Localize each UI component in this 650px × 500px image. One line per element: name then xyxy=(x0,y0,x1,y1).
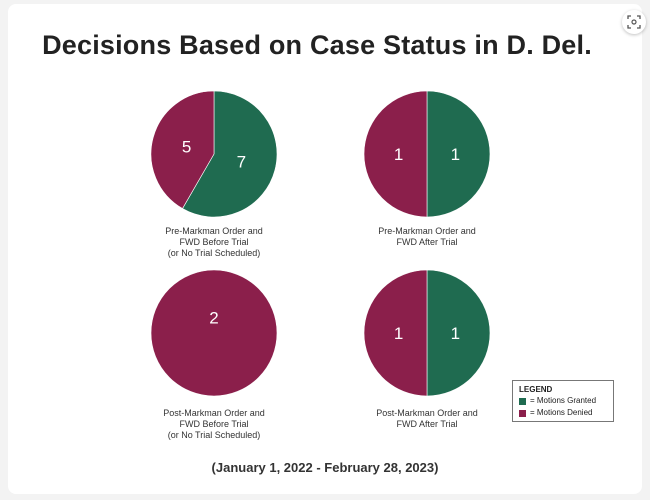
legend-item-denied: = Motions Denied xyxy=(519,407,607,419)
legend-label-granted: = Motions Granted xyxy=(530,396,597,405)
legend: LEGEND = Motions Granted = Motions Denie… xyxy=(512,380,614,422)
zoom-icon xyxy=(627,15,641,29)
pie-value-label-pre-markman-after-trial-denied: 1 xyxy=(394,145,403,164)
pie-caption-post-markman-after-trial: Post-Markman Order and FWD After Trial xyxy=(376,408,478,429)
pie-slice-pre-markman-before-trial-denied xyxy=(150,90,215,209)
pie-caption-pre-markman-before-trial: Pre-Markman Order and FWD Before Trial (… xyxy=(165,226,263,258)
zoom-button[interactable] xyxy=(622,10,646,34)
pie-value-label-post-markman-after-trial-granted: 1 xyxy=(451,324,460,343)
legend-title: LEGEND xyxy=(519,385,553,394)
chart-title: Decisions Based on Case Status in D. Del… xyxy=(42,30,592,60)
pie-value-label-pre-markman-before-trial-denied: 5 xyxy=(182,138,191,157)
pie-slice-pre-markman-before-trial-granted xyxy=(182,90,278,218)
pie-caption-post-markman-before-trial: Post-Markman Order and FWD Before Trial … xyxy=(163,408,265,440)
pie-slice-pre-markman-after-trial-granted xyxy=(426,90,491,218)
pie-slice-post-markman-after-trial-granted xyxy=(426,269,491,397)
date-range: (January 1, 2022 - February 28, 2023) xyxy=(211,460,439,475)
legend-label-denied: = Motions Denied xyxy=(530,408,593,417)
pie-slice-post-markman-after-trial-denied xyxy=(363,269,428,397)
pie-slice-pre-markman-after-trial-denied xyxy=(363,90,428,218)
pie-value-label-post-markman-before-trial-denied: 2 xyxy=(209,308,218,327)
legend-item-granted: = Motions Granted xyxy=(519,395,607,407)
pie-caption-pre-markman-after-trial: Pre-Markman Order and FWD After Trial xyxy=(378,226,476,247)
legend-swatch-denied xyxy=(519,409,526,417)
legend-swatch-granted xyxy=(519,397,526,405)
pie-slice-post-markman-before-trial-denied xyxy=(150,269,278,397)
pie-value-label-pre-markman-after-trial-granted: 1 xyxy=(451,145,460,164)
pie-value-label-pre-markman-before-trial-granted: 7 xyxy=(237,152,246,171)
pie-value-label-post-markman-after-trial-denied: 1 xyxy=(394,324,403,343)
